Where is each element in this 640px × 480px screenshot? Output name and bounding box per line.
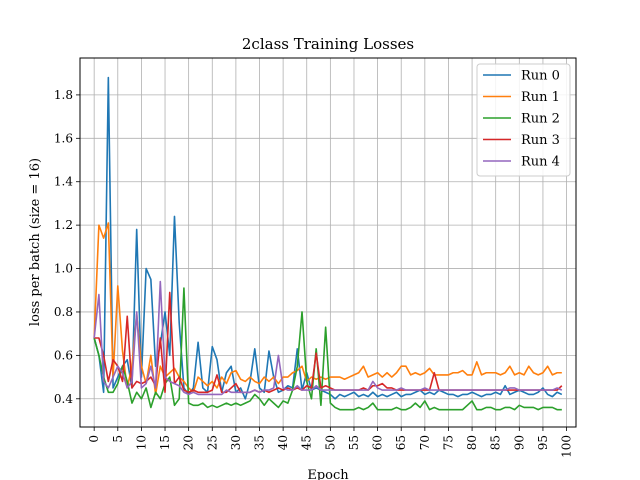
x-tick-label: 40 [276, 435, 290, 450]
y-tick-label: 1.8 [54, 88, 73, 102]
x-axis-ticks: 0 5 10 15 20 25 30 35 40 45 50 55 60 65 70 75 80 85 90 95 10… [87, 427, 574, 458]
x-axis-label: Epoch [307, 468, 349, 480]
x-tick-label: 95 [536, 435, 550, 450]
x-tick-label: 50 [323, 435, 337, 450]
x-tick-label: 25 [205, 435, 219, 450]
plot-area-frame [79, 57, 577, 428]
x-tick-label: 60 [371, 435, 385, 450]
legend-label-run-0: Run 0 [521, 69, 560, 84]
x-tick-label: 55 [347, 435, 361, 450]
y-tick-label: 1.4 [54, 175, 73, 189]
x-tick-label: 70 [418, 435, 432, 450]
y-axis-label: loss per batch (size = 16) [28, 158, 43, 326]
legend: Run 0 Run 1 Run 2 Run 3 Run 4 [476, 63, 571, 177]
x-tick-label: 65 [394, 435, 408, 450]
x-tick-label: 10 [134, 435, 148, 450]
series-line-run-1 [93, 222, 562, 396]
x-tick-label: 100 [560, 435, 574, 458]
legend-label-run-1: Run 1 [521, 90, 560, 105]
x-tick-label: 5 [111, 435, 125, 443]
series-line-run-0 [93, 76, 563, 400]
x-tick-label: 90 [512, 435, 526, 450]
x-tick-label: 80 [465, 435, 479, 450]
x-tick-label: 30 [229, 435, 243, 450]
y-tick-label: 1.2 [54, 218, 73, 232]
series-line-run-2 [93, 287, 562, 411]
legend-label-run-4: Run 4 [521, 155, 560, 170]
y-tick-label: 1.6 [54, 131, 73, 145]
y-tick-label: 0.6 [54, 348, 73, 362]
y-tick-label: 0.4 [54, 392, 73, 406]
y-tick-label: 1.0 [54, 262, 73, 276]
y-tick-label: 0.8 [54, 305, 73, 319]
x-tick-label: 0 [87, 435, 101, 443]
series-lines [93, 76, 563, 411]
legend-label-run-2: Run 2 [521, 112, 560, 127]
x-tick-label: 15 [158, 435, 172, 450]
x-tick-label: 75 [441, 435, 455, 450]
chart-title: 2class Training Losses [242, 35, 414, 53]
series-line-run-4 [93, 280, 563, 396]
grid-lines [80, 58, 576, 427]
x-tick-label: 20 [182, 435, 196, 450]
x-tick-label: 45 [300, 435, 314, 450]
x-tick-label: 35 [253, 435, 267, 450]
y-axis-ticks: 0.4 0.6 0.8 1.0 1.2 1.4 1.6 1.8 [54, 88, 80, 406]
legend-label-run-3: Run 3 [521, 133, 560, 148]
legend-box [476, 63, 571, 177]
x-tick-label: 85 [489, 435, 503, 450]
